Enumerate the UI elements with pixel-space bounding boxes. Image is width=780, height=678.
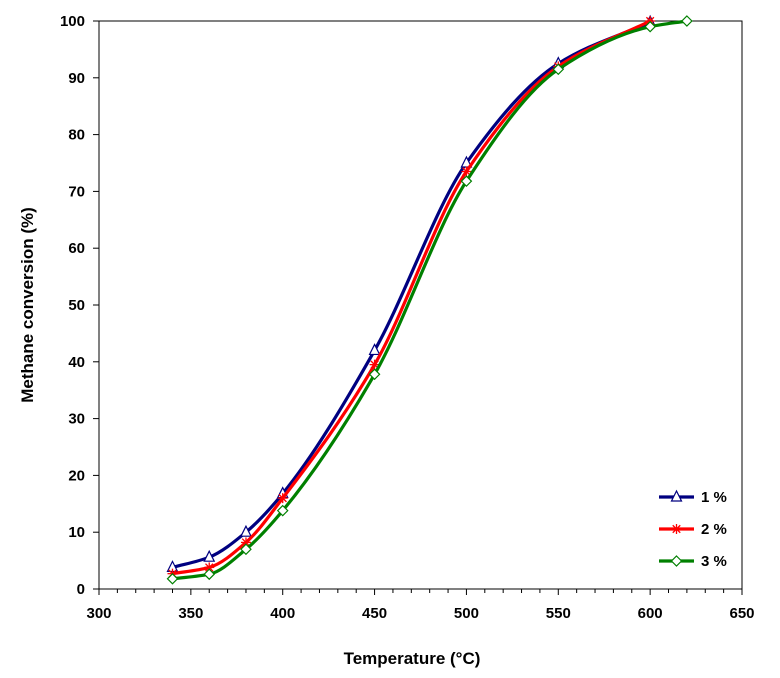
x-tick-label: 300 bbox=[86, 605, 111, 622]
x-axis: 300 350 400 450 500 550 600 650 bbox=[86, 589, 755, 622]
legend-marker bbox=[670, 489, 683, 502]
legend: 1 % 2 % 3 % bbox=[659, 489, 727, 570]
series-3 bbox=[166, 15, 693, 585]
x-tick-label: 550 bbox=[546, 605, 571, 622]
data-point bbox=[240, 524, 252, 537]
data-point bbox=[644, 20, 656, 33]
plot-border bbox=[98, 20, 743, 590]
data-point bbox=[277, 493, 288, 504]
y-tick-label: 60 bbox=[68, 240, 85, 257]
data-point bbox=[240, 543, 252, 556]
series-group bbox=[166, 14, 693, 585]
y-tick-label: 0 bbox=[77, 581, 85, 598]
data-point bbox=[368, 368, 381, 381]
legend-label: 1 % bbox=[701, 489, 727, 506]
y-tick-label: 70 bbox=[68, 183, 85, 200]
legend-entry: 2 % bbox=[659, 521, 727, 538]
y-axis-title: Methane conversion (%) bbox=[18, 207, 37, 403]
x-tick-label: 350 bbox=[178, 605, 203, 622]
series-line bbox=[170, 19, 689, 581]
plot-area bbox=[98, 20, 743, 590]
y-tick-label: 10 bbox=[68, 524, 85, 541]
legend-entry: 1 % bbox=[659, 489, 727, 506]
data-point bbox=[203, 549, 216, 562]
data-point bbox=[166, 572, 179, 585]
x-tick-label: 500 bbox=[454, 605, 479, 622]
data-point bbox=[460, 175, 473, 188]
x-tick-label: 400 bbox=[270, 605, 295, 622]
y-tick-label: 20 bbox=[68, 467, 85, 484]
legend-label: 2 % bbox=[701, 521, 727, 538]
y-tick-label: 100 bbox=[60, 13, 85, 30]
x-tick-label: 450 bbox=[362, 605, 387, 622]
data-point bbox=[681, 15, 693, 27]
legend-entry: 3 % bbox=[659, 553, 727, 570]
legend-marker bbox=[671, 524, 682, 534]
y-axis: 0 10 20 30 40 50 60 70 80 90 100 bbox=[60, 13, 99, 598]
y-tick-label: 50 bbox=[68, 297, 85, 314]
y-tick-label: 40 bbox=[68, 354, 85, 371]
legend-label: 3 % bbox=[701, 553, 727, 570]
data-point bbox=[276, 504, 289, 517]
y-tick-label: 90 bbox=[68, 70, 85, 87]
x-tick-label: 600 bbox=[638, 605, 663, 622]
legend-marker bbox=[670, 555, 683, 567]
data-point bbox=[368, 343, 381, 356]
x-axis-title: Temperature (°C) bbox=[344, 649, 481, 668]
y-tick-label: 80 bbox=[68, 127, 85, 144]
y-tick-label: 30 bbox=[68, 411, 85, 428]
data-point bbox=[461, 166, 472, 177]
data-point bbox=[552, 63, 565, 76]
data-point bbox=[203, 568, 216, 581]
x-tick-label: 650 bbox=[729, 605, 754, 622]
